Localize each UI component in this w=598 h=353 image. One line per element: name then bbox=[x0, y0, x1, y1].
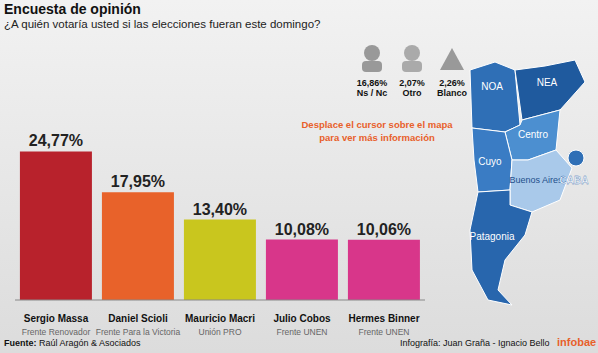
svg-text:13,40%: 13,40% bbox=[193, 201, 247, 218]
svg-text:CABA: CABA bbox=[560, 175, 589, 186]
svg-text:Hermes Binner: Hermes Binner bbox=[348, 313, 419, 324]
html-text:Desplace el cursor sobre el ma: Desplace el cursor sobre el mapa para ve… bbox=[301, 119, 453, 143]
html-text:2,07%: 2,07% bbox=[399, 78, 425, 88]
html-text:Infografía: Juan Graña - Ignac: Infografía: Juan Graña - Ignacio Bello bbox=[400, 338, 550, 348]
svg-text:Daniel Scioli: Daniel Scioli bbox=[108, 313, 168, 324]
html-text:Ns / Nc: Ns / Nc bbox=[356, 88, 388, 98]
svg-text:10,06%: 10,06% bbox=[357, 221, 411, 238]
svg-text:NOA: NOA bbox=[481, 81, 503, 92]
svg-text:24,77%: 24,77% bbox=[29, 132, 83, 149]
svg-text:NEA: NEA bbox=[537, 77, 558, 88]
svg-text:Frente Renovador: Frente Renovador bbox=[22, 327, 91, 337]
html-text:Blanco: Blanco bbox=[437, 88, 467, 98]
html-text:infobae: infobae bbox=[557, 336, 597, 348]
svg-text:Patagonia: Patagonia bbox=[469, 231, 514, 242]
svg-text:Mauricio Macri: Mauricio Macri bbox=[185, 313, 255, 324]
html-text:16,86%: 16,86% bbox=[356, 78, 388, 88]
svg-text:Sergio Massa: Sergio Massa bbox=[24, 313, 89, 324]
svg-text:Frente UNEN: Frente UNEN bbox=[276, 327, 327, 337]
html-text:2,26%: 2,26% bbox=[439, 78, 465, 88]
svg-text:Buenos Aires: Buenos Aires bbox=[509, 175, 563, 185]
svg-text:Centro: Centro bbox=[518, 129, 548, 140]
svg-text:Frente UNEN: Frente UNEN bbox=[358, 327, 409, 337]
html-text:Fuente: Raúl Aragón & Asociado: Fuente: Raúl Aragón & Asociados bbox=[4, 338, 141, 348]
html-text:¿A quién votaría usted si las: ¿A quién votaría usted si las elecciones… bbox=[4, 18, 321, 30]
svg-text:10,08%: 10,08% bbox=[275, 221, 329, 238]
svg-text:17,95%: 17,95% bbox=[111, 173, 165, 190]
svg-text:Julio Cobos: Julio Cobos bbox=[273, 313, 331, 324]
html-text:Encuesta de opinión: Encuesta de opinión bbox=[4, 1, 141, 17]
svg-text:Frente Para la Victoria: Frente Para la Victoria bbox=[96, 327, 181, 337]
svg-text:Cuyo: Cuyo bbox=[478, 156, 502, 167]
html-text:Otro: Otro bbox=[402, 88, 422, 98]
svg-text:Unión PRO: Unión PRO bbox=[199, 327, 242, 337]
